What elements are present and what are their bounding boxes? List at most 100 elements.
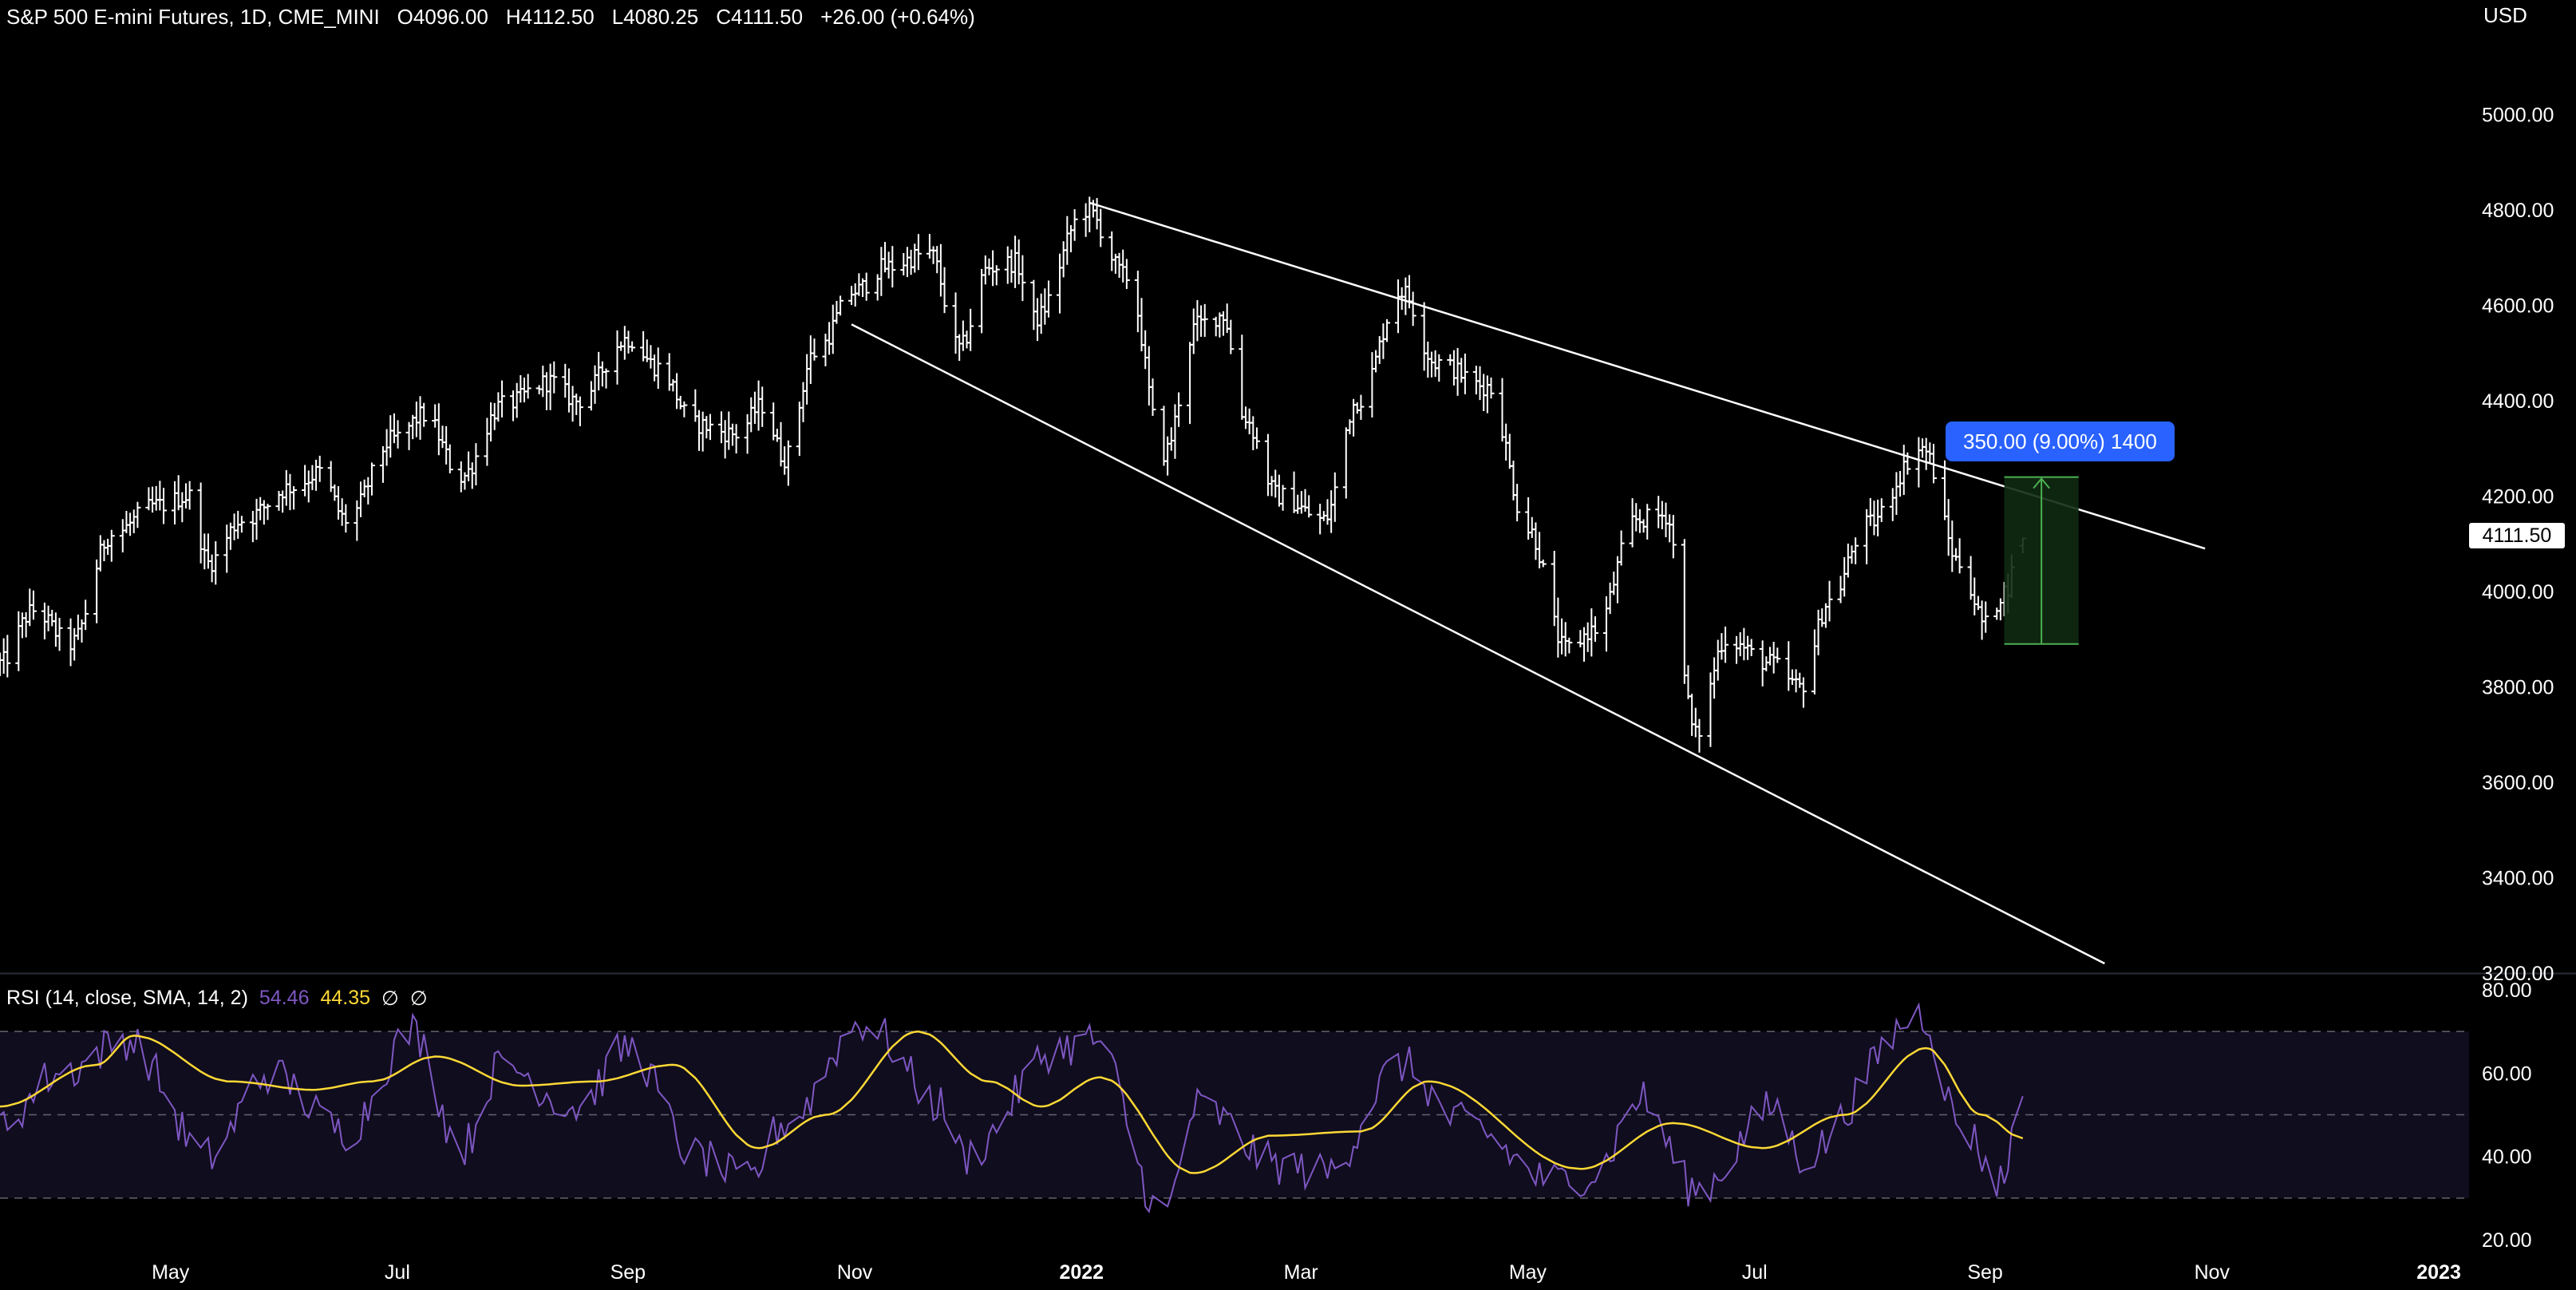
time-tick-label: Nov <box>837 1261 873 1284</box>
ohlc-bar <box>231 513 238 540</box>
ohlc-bar <box>1532 522 1539 560</box>
ohlc-bar <box>1123 259 1130 290</box>
ohlc-bar <box>934 246 941 274</box>
ohlc-bar <box>1919 438 1926 458</box>
ohlc-bar <box>1198 305 1205 337</box>
price-tick-label: 3800.00 <box>2482 677 2554 699</box>
time-tick-label: May <box>152 1261 190 1284</box>
ohlc-bar <box>97 535 104 572</box>
ohlc-bar <box>1875 499 1882 536</box>
ohlc-bar <box>1714 639 1721 681</box>
ohlc-bar <box>1134 271 1141 333</box>
ohlc-bar <box>1551 550 1558 627</box>
price-tick-label: 3400.00 <box>2482 868 2554 890</box>
ohlc-bar <box>1863 508 1871 564</box>
ohlc-bar <box>421 402 428 427</box>
ohlc-bar <box>621 326 628 360</box>
rsi-sma-value: 44.35 <box>320 987 371 1009</box>
ohlc-bar <box>576 396 583 426</box>
ohlc-bar <box>257 497 264 520</box>
ohlc-bar <box>1253 427 1260 449</box>
ohlc-bar <box>1476 366 1484 401</box>
time-axis: May Jul Sep Nov 2022 Mar May Jul Sep Nov 2023 <box>152 1261 2461 1284</box>
ohlc-bar <box>1811 629 1818 694</box>
ohlc-bar <box>773 429 780 442</box>
trendlines <box>851 201 2206 965</box>
ohlc-bar <box>56 618 63 651</box>
ohlc-bar <box>1357 394 1365 420</box>
ohlc-bar <box>0 638 7 674</box>
ohlc-bar <box>1711 657 1718 699</box>
price-tick-label: 3200.00 <box>2482 963 2554 985</box>
ohlc-bar <box>432 404 439 428</box>
ohlc-bar <box>160 488 168 524</box>
ohlc-bar <box>1982 601 1989 633</box>
ohlc-bar <box>1993 607 2001 620</box>
ohlc-bar <box>1926 442 1934 464</box>
ohlc-bar <box>22 611 30 638</box>
ohlc-bar <box>1328 490 1335 533</box>
ohlc-bar <box>956 334 963 362</box>
ohlc-bar <box>1614 556 1621 603</box>
ohlc-low: L4080.25 <box>611 5 699 29</box>
ohlc-bar <box>1655 496 1662 528</box>
ohlc-bar <box>1949 520 1956 572</box>
time-tick-label: 2022 <box>1059 1261 1104 1284</box>
ohlc-bar <box>465 451 472 481</box>
ohlc-bar <box>282 469 290 506</box>
ohlc-bar <box>1997 598 2004 621</box>
ohlc-bar <box>993 265 1000 286</box>
ohlc-bar <box>390 413 397 444</box>
chart-header: S&P 500 E-mini Futures, 1D, CME_MINI O40… <box>6 5 975 30</box>
ohlc-bar <box>365 477 372 505</box>
ohlc-bar <box>461 472 468 490</box>
ohlc-bar <box>275 491 282 511</box>
ohlc-bar <box>1629 498 1636 548</box>
ohlc-bar <box>1852 537 1859 564</box>
ohlc-bar <box>674 373 681 410</box>
rsi-na-1: ∅ <box>381 987 399 1010</box>
ohlc-bar <box>900 252 907 275</box>
ohlc-bar <box>354 500 361 541</box>
ohlc-bar <box>435 403 442 456</box>
ohlc-bar <box>1454 347 1461 396</box>
ohlc-bar <box>1774 647 1781 663</box>
ohlc-bar <box>941 267 948 314</box>
ohlc-bar <box>1008 249 1015 283</box>
ohlc-bar <box>1384 319 1391 342</box>
ohlc-bar <box>74 614 81 640</box>
ohlc-bar <box>1499 378 1506 442</box>
last-price-label: 4111.50 <box>2469 523 2565 548</box>
measure-label[interactable]: 350.00 (9.00%) 1400 <box>1946 421 2175 461</box>
ohlc-bar <box>1436 354 1443 382</box>
ohlc-bar <box>67 618 74 667</box>
currency-label[interactable]: USD <box>2483 3 2527 27</box>
rsi-axis: 20.00 40.00 60.00 80.00 <box>2482 979 2532 1252</box>
ohlc-bar <box>342 504 350 533</box>
ohlc-bar <box>629 341 636 352</box>
ohlc-bar <box>521 378 528 402</box>
ohlc-bar <box>1584 622 1591 652</box>
ohlc-bar <box>204 533 211 569</box>
ohlc-bar <box>703 416 710 439</box>
ohlc-bar <box>651 354 658 382</box>
ohlc-bar <box>1472 366 1480 395</box>
ohlc-bar <box>967 308 974 351</box>
symbol-title[interactable]: S&P 500 E-mini Futures, 1D, CME_MINI <box>6 5 380 29</box>
ohlc-bar <box>990 250 997 287</box>
ohlc-bar <box>145 487 152 511</box>
price-tick-label: 5000.00 <box>2482 105 2554 127</box>
ohlc-bar <box>1967 556 1974 600</box>
ohlc-bar <box>1602 596 1610 652</box>
ohlc-bar <box>1915 437 1922 488</box>
rsi-title[interactable]: RSI (14, close, SMA, 14, 2) <box>6 987 248 1009</box>
ohlc-bar <box>1331 472 1338 522</box>
time-tick-label: Sep <box>610 1261 646 1284</box>
ohlc-bar <box>387 415 394 458</box>
ohlc-bar <box>744 414 751 454</box>
ohlc-bar <box>1164 436 1171 476</box>
ohlc-bar <box>1138 298 1145 352</box>
ohlc-bar <box>1458 358 1465 383</box>
ohlc-bar <box>249 510 256 543</box>
